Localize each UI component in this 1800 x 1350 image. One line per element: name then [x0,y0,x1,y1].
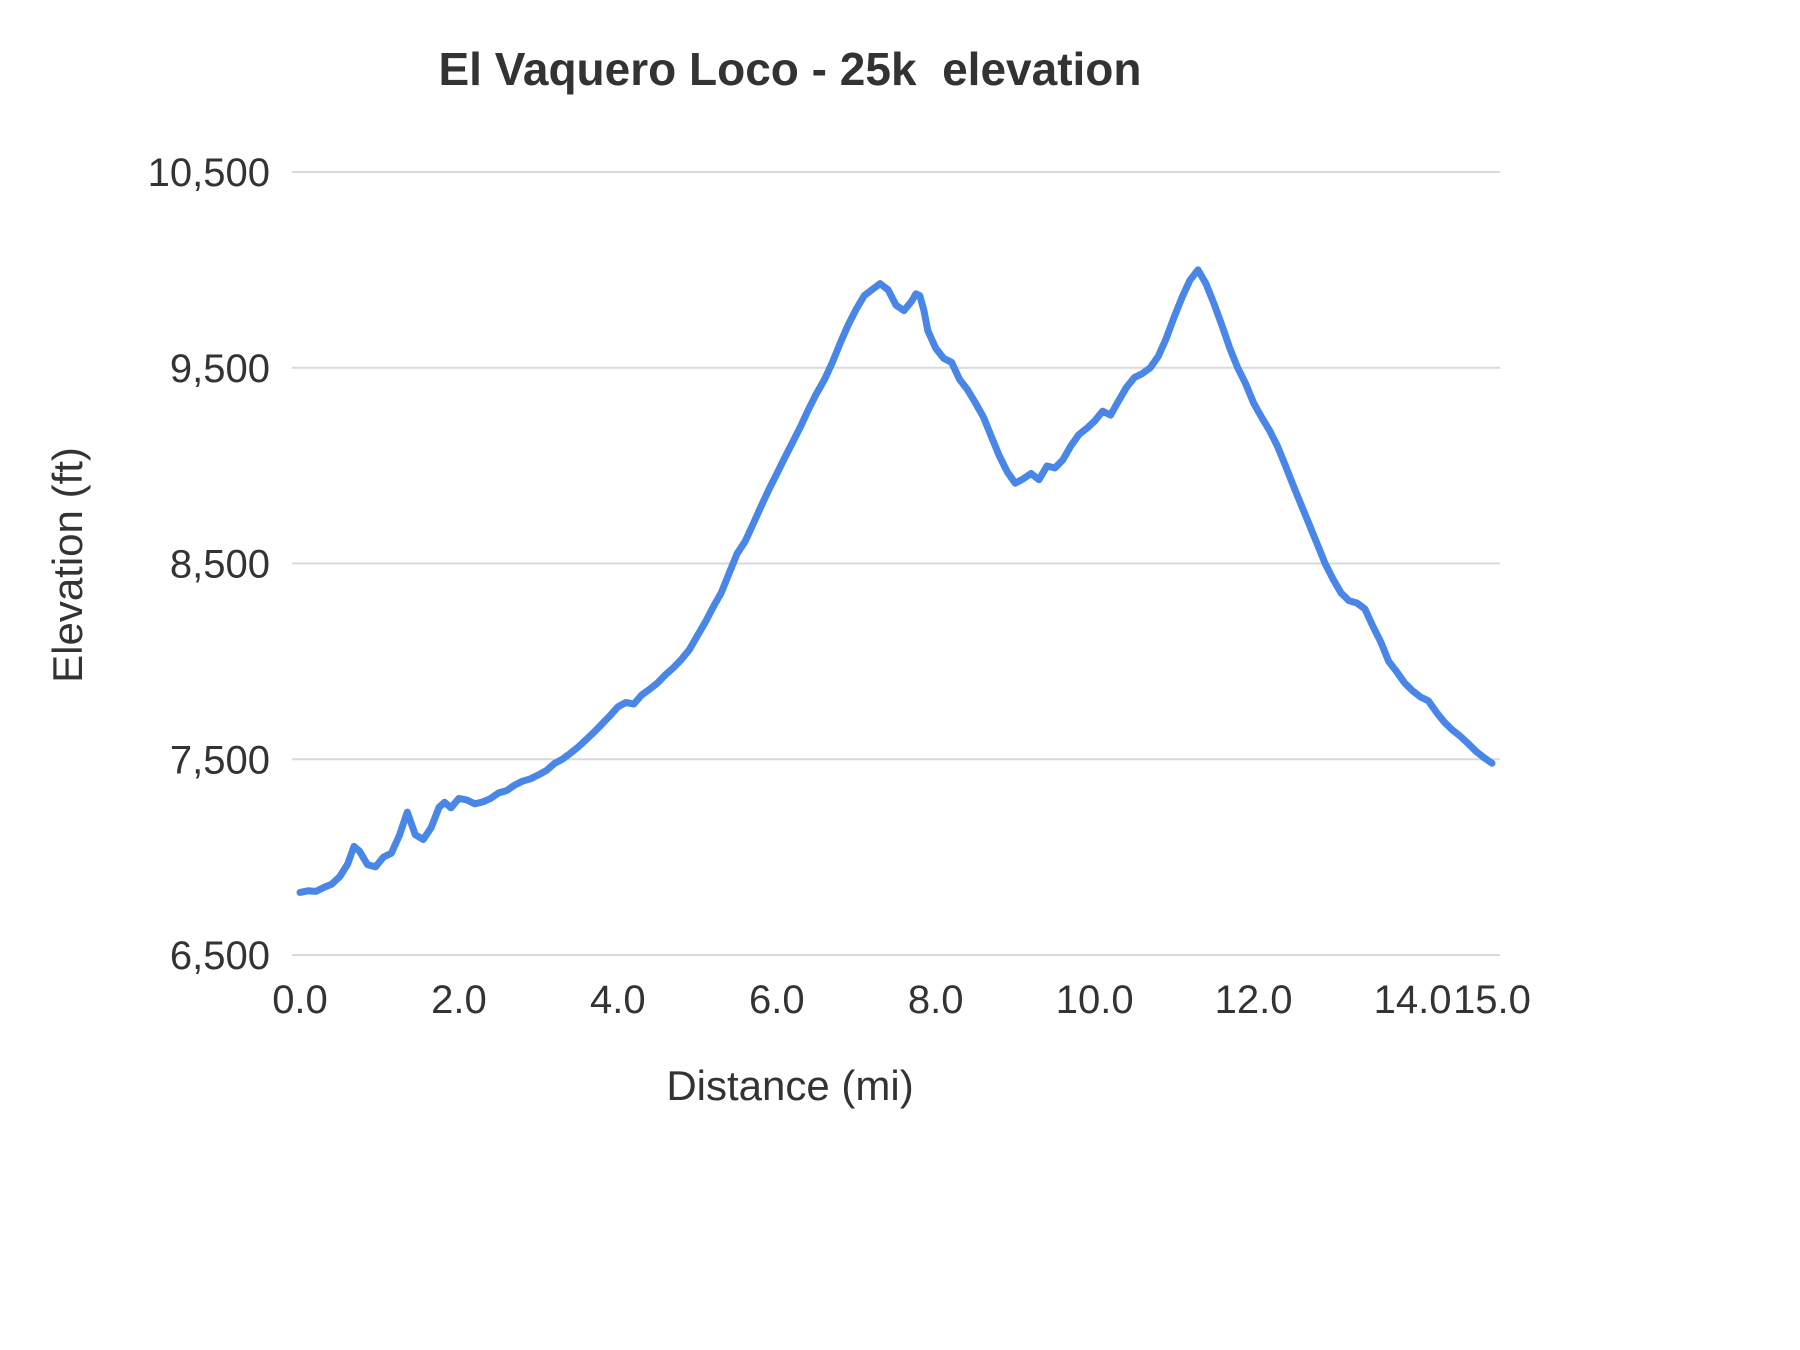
x-tick-label: 14.0 [1374,978,1452,1022]
y-tick-label: 8,500 [170,543,270,587]
y-tick-label: 6,500 [170,934,270,978]
y-tick-label: 10,500 [148,151,270,195]
x-tick-label: 4.0 [590,978,646,1022]
x-tick-label: 2.0 [431,978,487,1022]
x-tick-label: 12.0 [1215,978,1293,1022]
x-tick-label: 15.0 [1453,978,1531,1022]
x-tick-label: 6.0 [749,978,805,1022]
x-tick-label: 0.0 [272,978,328,1022]
x-tick-label: 10.0 [1056,978,1134,1022]
elevation-line [296,266,1496,896]
y-tick-label: 9,500 [170,347,270,391]
x-tick-label: 8.0 [908,978,964,1022]
x-axis-label: Distance (mi) [666,1062,914,1109]
y-tick-label: 7,500 [170,738,270,782]
chart-title: El Vaquero Loco - 25k elevation [438,43,1142,95]
y-axis-label: Elevation (ft) [44,447,91,683]
